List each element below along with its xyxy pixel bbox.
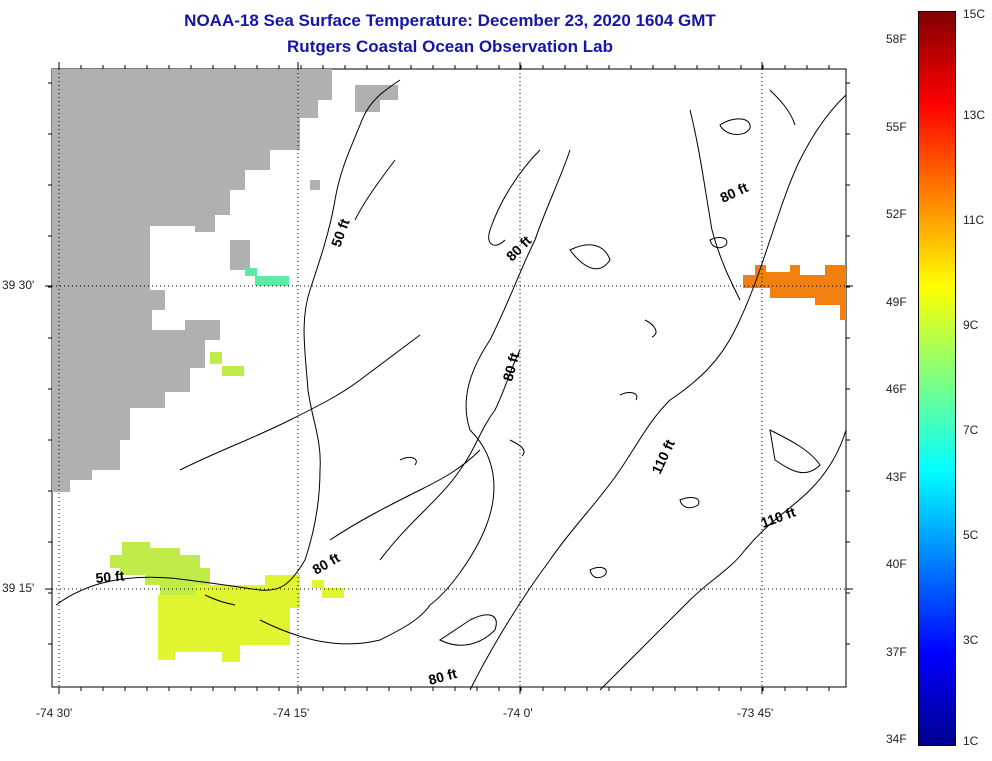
sst-patch-yellowgreen xyxy=(110,542,210,595)
colorbar-celsius-label: 9C xyxy=(963,318,979,332)
minor-ticks xyxy=(48,65,850,691)
colorbar-fahrenheit-label: 34F xyxy=(886,732,907,747)
sst-pixels xyxy=(110,265,846,662)
sst-patch-yellowgreen xyxy=(210,352,222,364)
colorbar-fahrenheit-label: 55F xyxy=(886,119,907,134)
contour-label: 50 ft xyxy=(95,568,125,586)
colorbar-fahrenheit-label: 46F xyxy=(886,382,907,397)
y-tick-label: 39 15' xyxy=(2,581,35,595)
sst-patch-orange xyxy=(743,265,846,320)
colorbar-fahrenheit-label: 58F xyxy=(886,32,907,47)
sst-patch-yellowgreen xyxy=(222,366,244,376)
sst-patch-yellow xyxy=(322,588,344,598)
map-title: NOAA-18 Sea Surface Temperature: Decembe… xyxy=(184,11,716,30)
colorbar-celsius-label: 3C xyxy=(963,633,979,647)
colorbar-celsius-label: 11C xyxy=(963,213,985,227)
colorbar-fahrenheit-label: 43F xyxy=(886,469,907,484)
colorbar-celsius-label: 5C xyxy=(963,528,979,542)
sst-patch-green xyxy=(245,268,257,276)
colorbar-celsius-label: 15C xyxy=(963,7,986,21)
land-mass xyxy=(52,69,332,492)
colorbar-celsius-label: 13C xyxy=(963,108,986,122)
colorbar-fahrenheit-label: 40F xyxy=(886,557,907,572)
sst-patch-yellow xyxy=(158,575,300,662)
colorbar-fahrenheit-label: 37F xyxy=(886,644,907,659)
sst-patch-green xyxy=(255,276,289,286)
colorbar-celsius-label: 1C xyxy=(963,734,979,748)
lat-lon-grid xyxy=(52,69,846,687)
colorbar-celsius-label: 7C xyxy=(963,423,979,437)
land-patch xyxy=(310,180,320,190)
map-subtitle: Rutgers Coastal Ocean Observation Lab xyxy=(287,37,613,56)
x-tick-label: -73 45' xyxy=(737,706,774,720)
colorbar-fahrenheit-label: 49F xyxy=(886,294,907,309)
contour-label: 80 ft xyxy=(499,351,522,383)
y-tick-label: 39 30' xyxy=(2,278,35,292)
x-tick-label: -74 15' xyxy=(273,706,310,720)
bathymetry-contours xyxy=(55,79,847,691)
contour-label: 80 ft xyxy=(427,665,459,688)
colorbar-fahrenheit-label: 52F xyxy=(886,207,907,222)
sst-patch-yellow xyxy=(312,580,324,588)
temperature-colorbar xyxy=(918,11,956,746)
x-tick-label: -74 30' xyxy=(36,706,73,720)
x-tick-label: -74 0' xyxy=(503,706,533,720)
land-patch xyxy=(230,240,250,270)
land-island xyxy=(96,330,150,398)
